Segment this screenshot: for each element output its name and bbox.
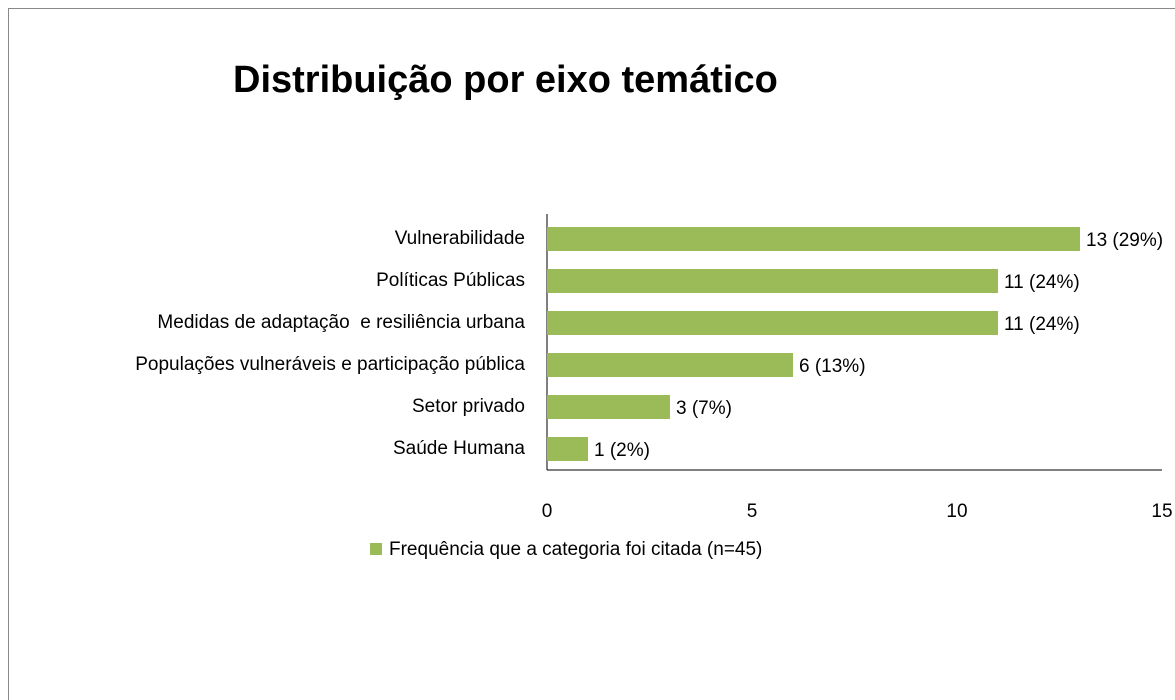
y-tick-label: Saúde Humana xyxy=(393,438,525,459)
data-label: 11 (24%) xyxy=(1004,314,1080,335)
bar xyxy=(547,353,793,377)
data-label: 3 (7%) xyxy=(676,398,732,419)
chart-title: Distribuição por eixo temático xyxy=(233,59,778,101)
x-tick-label: 5 xyxy=(747,501,758,522)
data-label: 1 (2%) xyxy=(594,440,650,461)
y-tick-label: Populações vulneráveis e participação pú… xyxy=(135,354,525,375)
bar xyxy=(547,395,670,419)
legend-swatch xyxy=(370,543,382,555)
y-tick-label: Medidas de adaptação e resiliência urban… xyxy=(157,312,525,333)
data-label: 13 (29%) xyxy=(1086,230,1163,251)
y-tick-label: Vulnerabilidade xyxy=(395,228,525,249)
bar xyxy=(547,311,998,335)
data-label: 11 (24%) xyxy=(1004,272,1080,293)
legend-label: Frequência que a categoria foi citada (n… xyxy=(389,539,762,560)
y-tick-label: Políticas Públicas xyxy=(376,270,525,291)
x-tick-label: 0 xyxy=(542,501,553,522)
y-tick-label: Setor privado xyxy=(412,396,525,417)
x-tick-label: 15 xyxy=(1151,501,1172,522)
bar xyxy=(547,269,998,293)
data-label: 6 (13%) xyxy=(799,356,866,377)
bar xyxy=(547,437,588,461)
x-tick-label: 10 xyxy=(946,501,967,522)
bar xyxy=(547,227,1080,251)
